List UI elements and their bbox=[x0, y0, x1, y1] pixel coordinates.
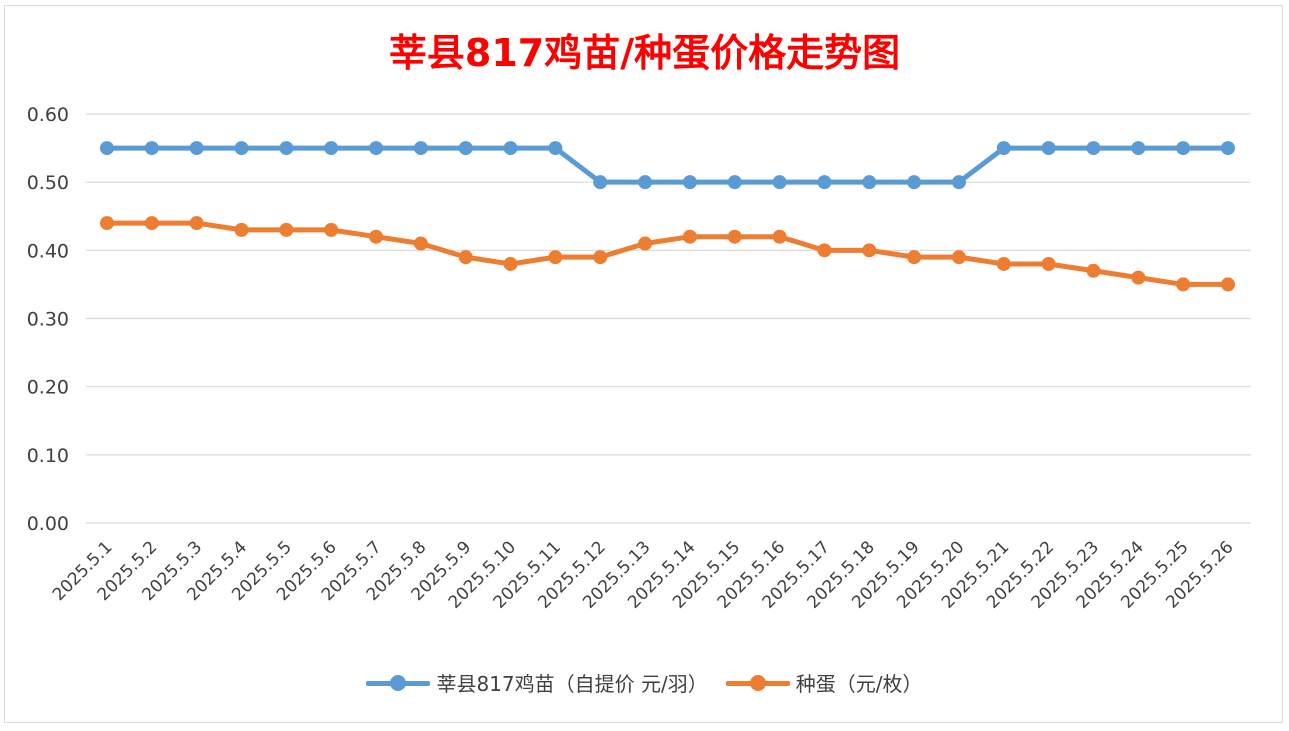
legend-swatch-chick-price bbox=[366, 674, 431, 691]
data-point[interactable] bbox=[144, 216, 159, 231]
legend-label-egg-price: 种蛋（元/枚） bbox=[795, 672, 923, 696]
data-point[interactable] bbox=[1221, 141, 1235, 156]
data-point[interactable] bbox=[1131, 141, 1146, 156]
series-layer bbox=[100, 141, 1235, 292]
data-point[interactable] bbox=[279, 222, 294, 237]
data-point[interactable] bbox=[458, 250, 473, 265]
data-point[interactable] bbox=[1041, 256, 1056, 271]
data-point[interactable] bbox=[727, 175, 742, 190]
chart-title: 莘县817鸡苗/种蛋价格走势图 bbox=[388, 31, 901, 75]
data-point[interactable] bbox=[593, 175, 608, 190]
data-point[interactable] bbox=[324, 141, 339, 156]
data-point[interactable] bbox=[548, 141, 563, 156]
x-axis-ticks: 2025.5.12025.5.22025.5.32025.5.42025.5.5… bbox=[49, 537, 1238, 612]
data-point[interactable] bbox=[413, 141, 428, 156]
y-tick-label: 0.20 bbox=[27, 377, 69, 399]
data-point[interactable] bbox=[503, 141, 518, 156]
data-point[interactable] bbox=[279, 141, 294, 156]
y-tick-label: 0.10 bbox=[27, 445, 69, 467]
data-point[interactable] bbox=[951, 175, 966, 190]
data-point[interactable] bbox=[772, 229, 787, 244]
data-point[interactable] bbox=[1221, 277, 1235, 292]
data-point[interactable] bbox=[413, 236, 428, 251]
data-point[interactable] bbox=[862, 243, 877, 258]
series-line-1 bbox=[104, 220, 1231, 287]
data-point[interactable] bbox=[1041, 141, 1056, 156]
data-point[interactable] bbox=[1176, 141, 1191, 156]
data-point[interactable] bbox=[951, 250, 966, 265]
data-point[interactable] bbox=[682, 175, 697, 190]
chart-frame[interactable] bbox=[4, 5, 1283, 723]
gridlines bbox=[86, 113, 1251, 524]
data-point[interactable] bbox=[100, 216, 114, 231]
y-tick-label: 0.50 bbox=[27, 172, 69, 194]
data-point[interactable] bbox=[862, 175, 877, 190]
y-axis-ticks: 0.00 0.10 0.20 0.30 0.40 0.50 0.60 bbox=[27, 104, 69, 535]
legend-swatch-egg-price bbox=[725, 674, 790, 691]
data-point[interactable] bbox=[100, 141, 114, 156]
data-point[interactable] bbox=[772, 175, 787, 190]
data-point[interactable] bbox=[234, 141, 249, 156]
data-point[interactable] bbox=[458, 141, 473, 156]
data-point[interactable] bbox=[907, 175, 922, 190]
data-point[interactable] bbox=[638, 175, 653, 190]
data-point[interactable] bbox=[1131, 270, 1146, 285]
data-point[interactable] bbox=[548, 250, 563, 265]
series-1 bbox=[100, 216, 1235, 292]
data-point[interactable] bbox=[1086, 141, 1101, 156]
data-point[interactable] bbox=[189, 141, 204, 156]
data-point[interactable] bbox=[234, 222, 249, 237]
data-point[interactable] bbox=[1086, 263, 1101, 278]
data-point[interactable] bbox=[189, 216, 204, 231]
data-point[interactable] bbox=[369, 229, 384, 244]
series-0 bbox=[100, 141, 1235, 190]
data-point[interactable] bbox=[369, 141, 384, 156]
data-point[interactable] bbox=[727, 229, 742, 244]
y-tick-label: 0.30 bbox=[27, 309, 69, 331]
series-line-0 bbox=[104, 145, 1231, 185]
data-point[interactable] bbox=[682, 229, 697, 244]
data-point[interactable] bbox=[1176, 277, 1191, 292]
data-point[interactable] bbox=[817, 243, 832, 258]
legend-label-chick-price: 莘县817鸡苗（自提价 元/羽） bbox=[436, 672, 708, 696]
data-point[interactable] bbox=[593, 250, 608, 265]
data-point[interactable] bbox=[996, 256, 1011, 271]
legend: 莘县817鸡苗（自提价 元/羽） 种蛋（元/枚） bbox=[0, 668, 1289, 697]
legend-item-egg-price: 种蛋（元/枚） bbox=[725, 668, 923, 697]
legend-item-chick-price: 莘县817鸡苗（自提价 元/羽） bbox=[366, 668, 708, 697]
data-point[interactable] bbox=[996, 141, 1011, 156]
y-tick-label: 0.00 bbox=[27, 513, 69, 535]
data-point[interactable] bbox=[907, 250, 922, 265]
data-point[interactable] bbox=[144, 141, 159, 156]
data-point[interactable] bbox=[638, 236, 653, 251]
data-point[interactable] bbox=[324, 222, 339, 237]
data-point[interactable] bbox=[817, 175, 832, 190]
y-tick-label: 0.60 bbox=[27, 104, 69, 126]
y-tick-label: 0.40 bbox=[27, 240, 69, 262]
data-point[interactable] bbox=[503, 256, 518, 271]
